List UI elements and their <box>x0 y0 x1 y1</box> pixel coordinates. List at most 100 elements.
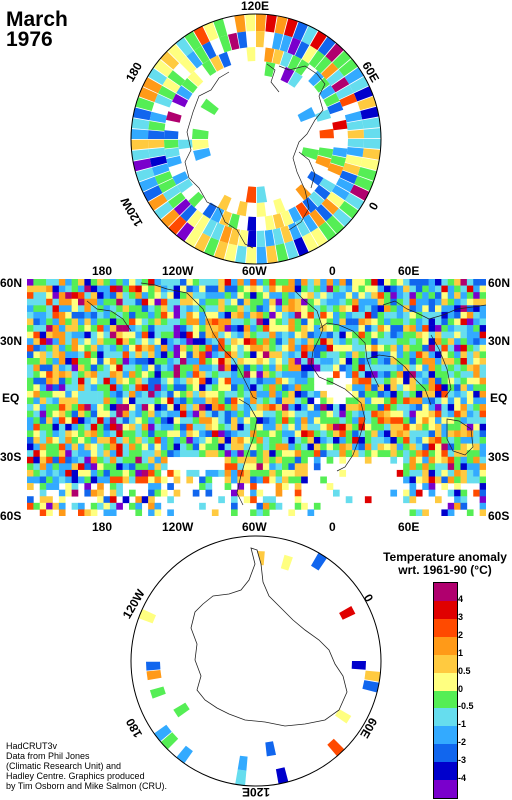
anomaly-cell <box>384 430 391 438</box>
anomaly-cell <box>473 489 480 497</box>
anomaly-cell <box>275 489 283 497</box>
anomaly-cell <box>441 358 449 365</box>
anomaly-cell <box>103 318 111 326</box>
anomaly-cell <box>307 377 315 385</box>
anomaly-cell <box>339 423 347 431</box>
anomaly-cell <box>269 476 276 484</box>
anomaly-cell <box>186 410 194 418</box>
anomaly-cell <box>243 410 251 418</box>
anomaly-cell <box>46 456 53 464</box>
anomaly-cell <box>135 456 143 464</box>
anomaly-cell <box>314 77 330 93</box>
anomaly-cell <box>52 397 60 405</box>
anomaly-cell <box>71 476 79 484</box>
anomaly-cell <box>46 463 53 471</box>
anomaly-cell <box>256 285 264 293</box>
anomaly-cell <box>479 292 487 300</box>
anomaly-cell <box>109 371 117 379</box>
anomaly-cell <box>294 456 302 464</box>
anomaly-cell <box>275 318 283 326</box>
anomaly-cell <box>320 344 327 352</box>
anomaly-cell <box>384 298 391 306</box>
anomaly-cell <box>396 390 404 398</box>
anomaly-cell <box>288 397 296 405</box>
anomaly-cell <box>422 410 429 418</box>
anomaly-cell <box>218 51 232 68</box>
anomaly-cell <box>192 377 200 385</box>
anomaly-cell <box>294 364 302 372</box>
anomaly-cell <box>301 298 308 306</box>
anomaly-cell <box>422 404 429 411</box>
anomaly-cell <box>148 338 155 346</box>
anomaly-cell <box>409 344 417 352</box>
anomaly-cell <box>301 147 319 160</box>
north-pole-map <box>129 12 383 266</box>
anomaly-cell <box>58 456 66 464</box>
anomaly-cell <box>52 456 60 464</box>
anomaly-cell <box>371 358 378 365</box>
anomaly-cell <box>129 430 136 438</box>
anomaly-cell <box>307 171 324 186</box>
legend-tick-label: 4 <box>458 593 464 604</box>
anomaly-cell <box>313 305 321 313</box>
lon-top-60w: 60W <box>242 264 267 278</box>
anomaly-cell <box>218 469 225 477</box>
anomaly-cell <box>218 279 225 286</box>
anomaly-cell <box>294 390 302 398</box>
anomaly-cell <box>301 331 308 339</box>
anomaly-cell <box>321 62 339 80</box>
anomaly-cell <box>280 554 293 571</box>
anomaly-cell <box>148 130 165 139</box>
anomaly-cell <box>90 331 98 339</box>
anomaly-cell <box>262 502 270 510</box>
anomaly-cell <box>205 364 213 372</box>
anomaly-cell <box>247 230 256 247</box>
anomaly-cell <box>466 331 474 339</box>
legend-swatch <box>434 726 457 745</box>
anomaly-cell <box>103 292 111 300</box>
anomaly-cell <box>135 437 143 444</box>
anomaly-cell <box>269 279 276 286</box>
anomaly-cell <box>231 364 238 372</box>
anomaly-cell <box>39 456 47 464</box>
anomaly-cell <box>301 469 308 477</box>
anomaly-cell <box>301 450 308 458</box>
anomaly-cell <box>192 450 200 458</box>
anomaly-cell <box>158 85 176 101</box>
anomaly-cell <box>116 311 123 319</box>
anomaly-cell <box>428 318 436 326</box>
anomaly-cell <box>211 430 219 438</box>
anomaly-cell <box>390 423 398 431</box>
anomaly-cell <box>352 364 359 372</box>
anomaly-cell <box>428 450 436 458</box>
anomaly-cell <box>160 397 168 405</box>
anomaly-cell <box>137 86 158 103</box>
lat-left-30n: 30N <box>0 334 23 348</box>
anomaly-cell <box>192 443 200 451</box>
anomaly-cell <box>447 476 455 484</box>
anomaly-cell <box>199 298 206 306</box>
anomaly-cell <box>415 437 423 444</box>
anomaly-cell <box>97 483 104 490</box>
anomaly-cell <box>218 390 225 398</box>
anomaly-cell <box>97 476 104 484</box>
lon-top-180: 180 <box>92 264 113 278</box>
anomaly-cell <box>256 384 264 392</box>
anomaly-cell <box>243 469 251 477</box>
anomaly-cell <box>275 390 283 398</box>
anomaly-cell <box>122 364 130 372</box>
anomaly-cell <box>250 325 257 332</box>
anomaly-cell <box>360 106 380 120</box>
anomaly-cell <box>435 390 442 398</box>
anomaly-cell <box>339 311 347 319</box>
anomaly-cell <box>428 285 436 293</box>
anomaly-cell <box>320 358 327 365</box>
anomaly-cell <box>339 279 347 286</box>
anomaly-cell <box>294 450 302 458</box>
anomaly-cell <box>103 502 111 510</box>
anomaly-cell <box>97 397 104 405</box>
anomaly-cell <box>360 157 381 171</box>
anomaly-cell <box>441 463 449 471</box>
anomaly-cell <box>313 292 321 300</box>
anomaly-cell <box>211 437 219 444</box>
